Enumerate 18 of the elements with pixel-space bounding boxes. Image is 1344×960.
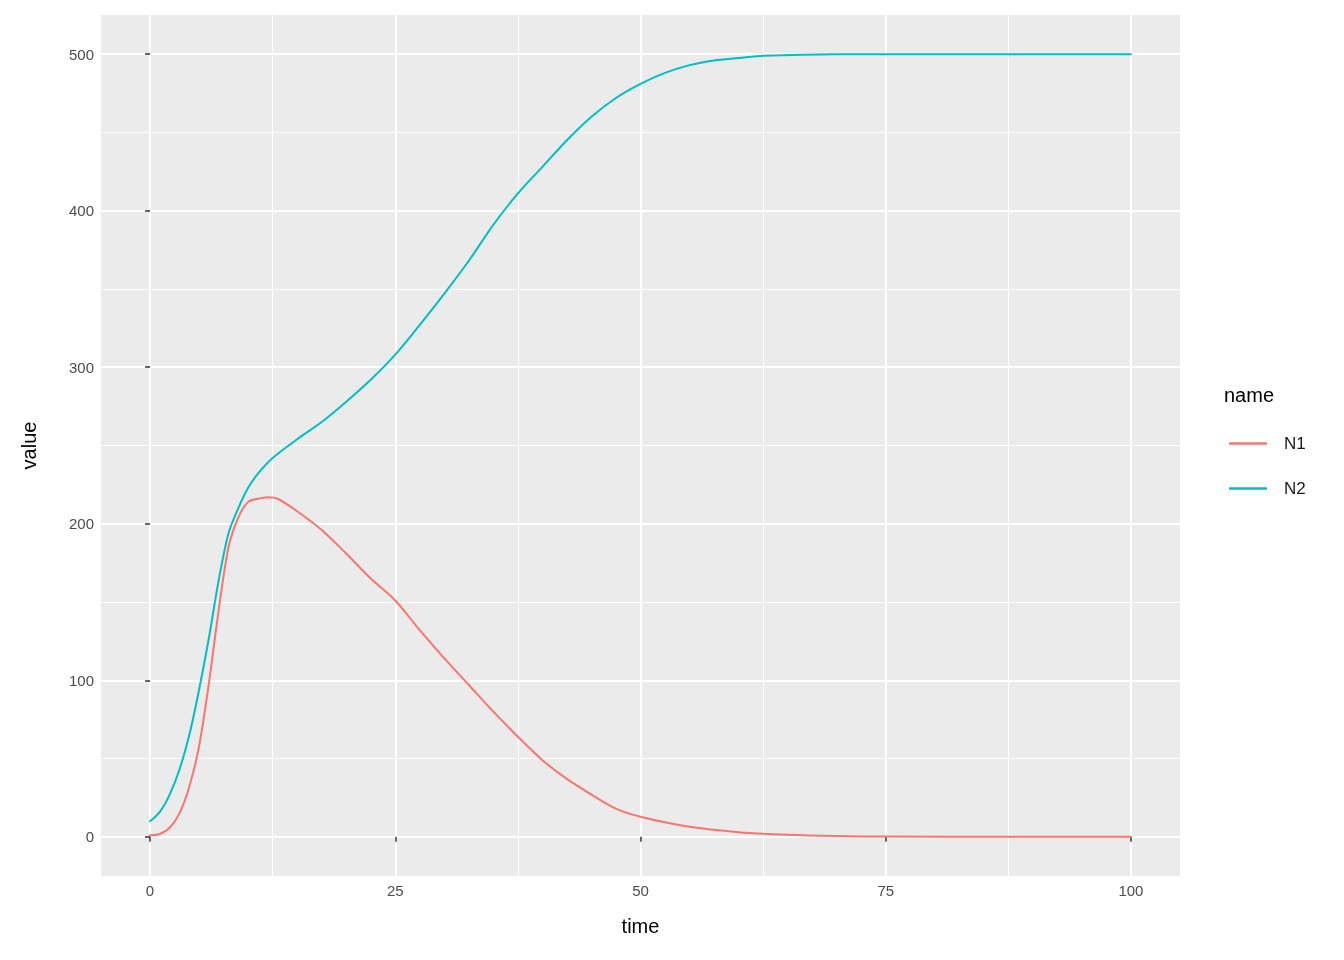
x-axis-title: time [621,915,660,937]
legend-title: name [1224,384,1275,406]
x-tick-label: 25 [386,882,404,899]
y-tick-label: 200 [68,515,94,533]
y-tick-label: 300 [68,358,94,376]
x-tick-label: 50 [632,882,649,899]
x-tick-label: 100 [1118,882,1144,899]
x-tick-label: 0 [145,882,155,899]
y-axis-title: value [18,421,40,470]
line-series [149,496,1132,838]
legend-label: N1 [1284,434,1306,453]
y-tick-label: 0 [85,828,94,846]
x-tick-label: 75 [877,882,895,899]
y-tick-label: 100 [68,671,94,689]
line-series [149,53,1132,823]
legend-label: N2 [1284,479,1306,498]
y-tick-label: 400 [68,202,94,220]
y-tick-label: 500 [68,45,94,63]
